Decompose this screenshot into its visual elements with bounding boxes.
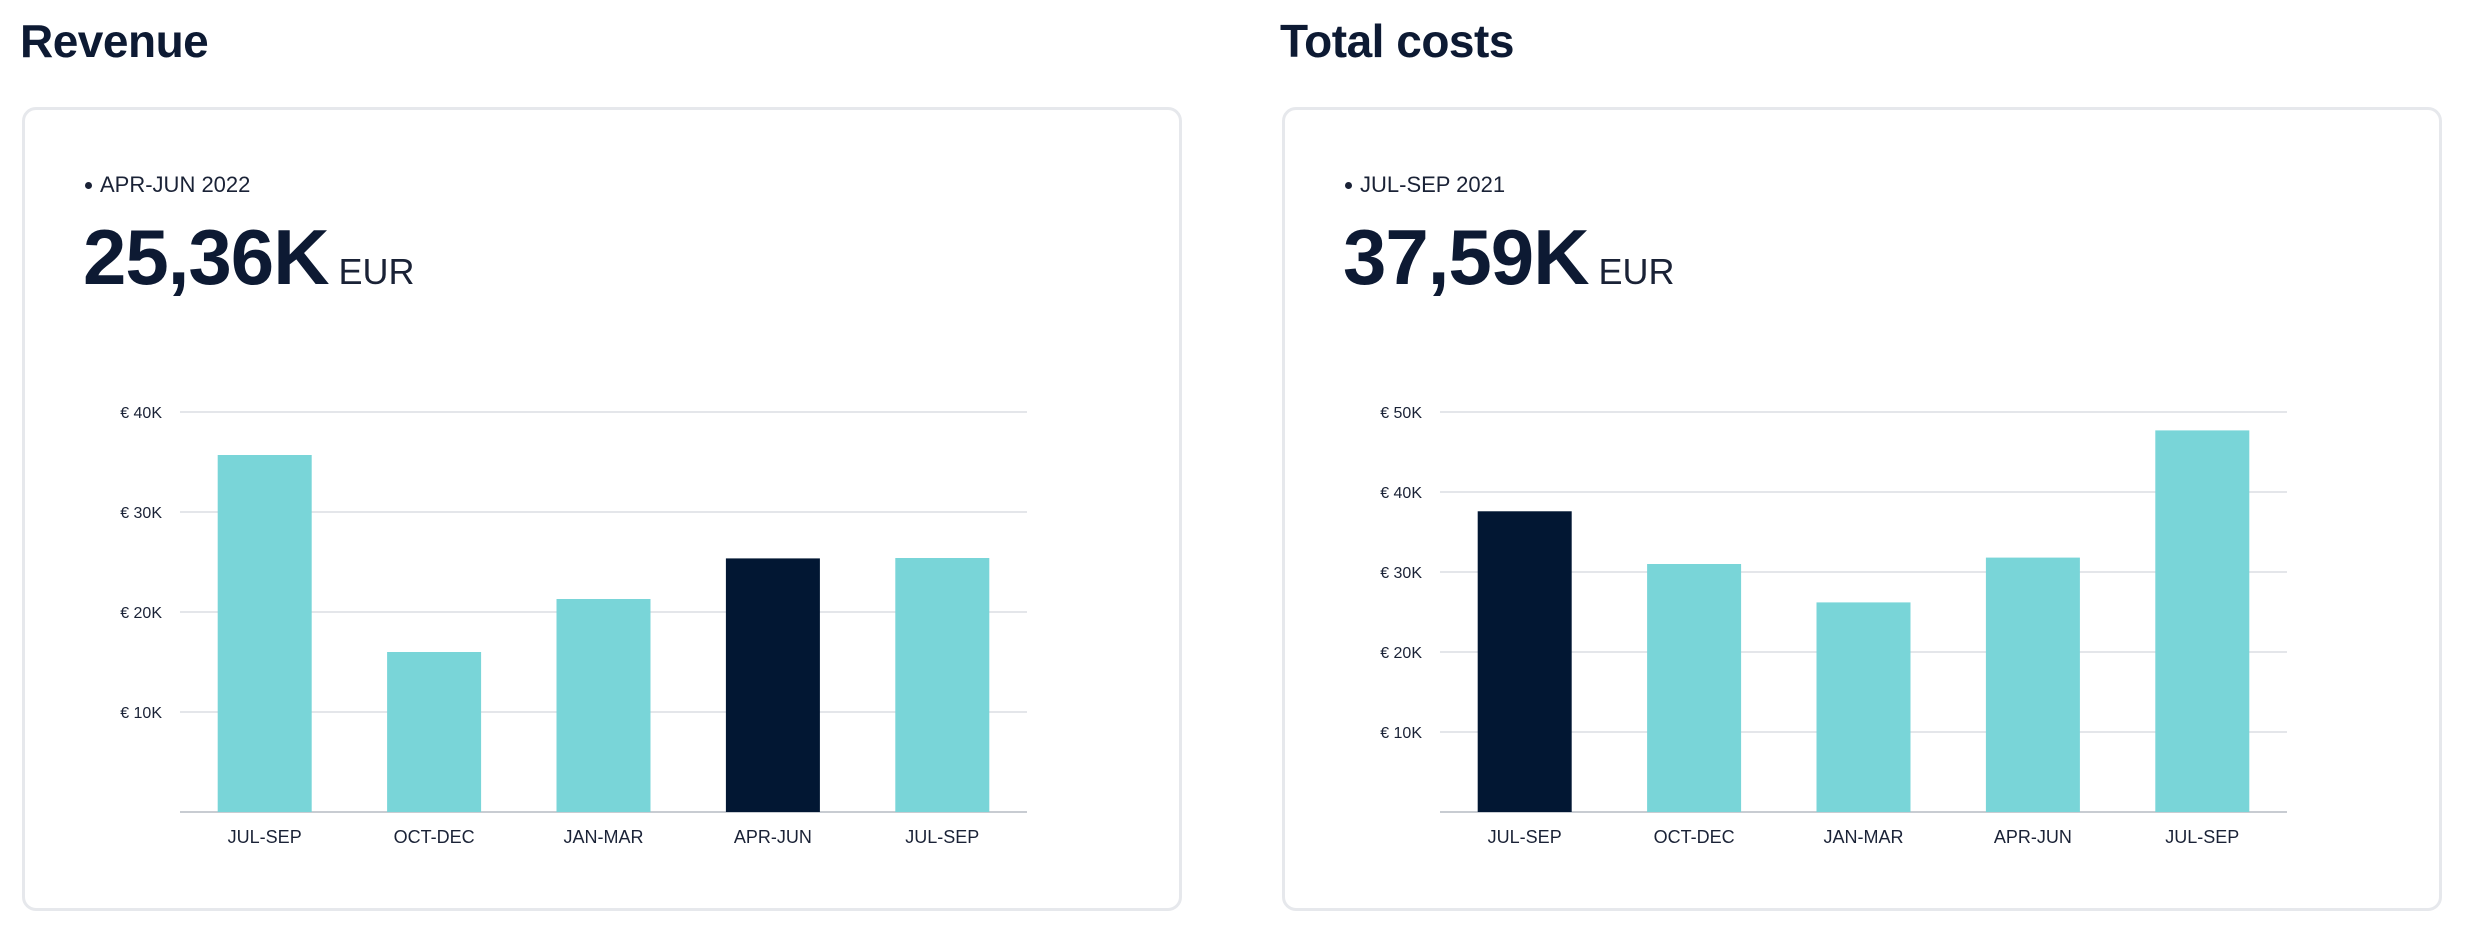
costs-card: JUL-SEP 2021 37,59K EUR € 10K € 20K € 30K €… [1282,107,2442,911]
revenue-bar-chart: € 10K € 20K € 30K € 40K JUL-SEP OCT-DEC JAN-MA… [120,405,1027,847]
bar[interactable] [895,558,990,812]
bar[interactable] [1985,557,2080,812]
costs-kpi: 37,59K EUR [1343,212,1675,303]
costs-period: JUL-SEP 2021 [1345,172,1505,198]
revenue-kpi: 25,36K EUR [83,212,415,303]
bullet-icon [85,181,92,189]
revenue-card: APR-JUN 2022 25,36K EUR € 10K € 20K € 30K €… [22,107,1182,911]
revenue-kpi-unit: EUR [338,251,415,292]
costs-period-label: JUL-SEP 2021 [1360,172,1506,197]
bar-highlighted[interactable] [725,558,820,812]
y-tick-label: € 40K [1380,485,1422,502]
x-tick-label: OCT-DEC [1654,827,1735,847]
bullet-icon [1345,181,1352,189]
revenue-panel: Revenue APR-JUN 2022 25,36K EUR € 10K € 2… [0,0,1190,934]
bar[interactable] [1647,564,1742,812]
y-tick-label: € 30K [120,505,162,522]
x-tick-label: OCT-DEC [394,827,475,847]
revenue-title: Revenue [20,15,209,67]
y-tick-label: € 10K [1380,725,1422,742]
y-tick-label: € 20K [120,605,162,622]
bar[interactable] [1816,602,1911,812]
x-tick-label: JUL-SEP [1488,827,1562,847]
revenue-period-label: APR-JUN 2022 [100,172,251,197]
costs-title: Total costs [1280,15,1514,67]
y-tick-label: € 30K [1380,565,1422,582]
costs-bar-chart: € 10K € 20K € 30K € 40K € 50K JUL-SEP OCT-DEC J… [1380,405,2287,847]
costs-kpi-value: 37,59K [1343,213,1590,301]
bar[interactable] [556,599,651,812]
x-tick-label: JUL-SEP [228,827,302,847]
y-tick-label: € 50K [1380,405,1422,422]
y-tick-label: € 20K [1380,645,1422,662]
bar-highlighted[interactable] [1477,511,1572,812]
x-tick-label: APR-JUN [1994,827,2072,847]
x-tick-label: JUL-SEP [905,827,979,847]
x-tick-label: APR-JUN [734,827,812,847]
bar[interactable] [217,455,312,812]
x-tick-label: JAN-MAR [1824,827,1904,847]
bar[interactable] [2155,430,2250,812]
revenue-period: APR-JUN 2022 [85,172,250,198]
revenue-kpi-value: 25,36K [83,213,330,301]
x-tick-label: JUL-SEP [2165,827,2239,847]
bar[interactable] [387,652,482,812]
x-tick-label: JAN-MAR [564,827,644,847]
costs-panel: Total costs JUL-SEP 2021 37,59K EUR € 10… [1260,0,2450,934]
costs-kpi-unit: EUR [1598,251,1675,292]
y-tick-label: € 10K [120,705,162,722]
y-tick-label: € 40K [120,405,162,422]
